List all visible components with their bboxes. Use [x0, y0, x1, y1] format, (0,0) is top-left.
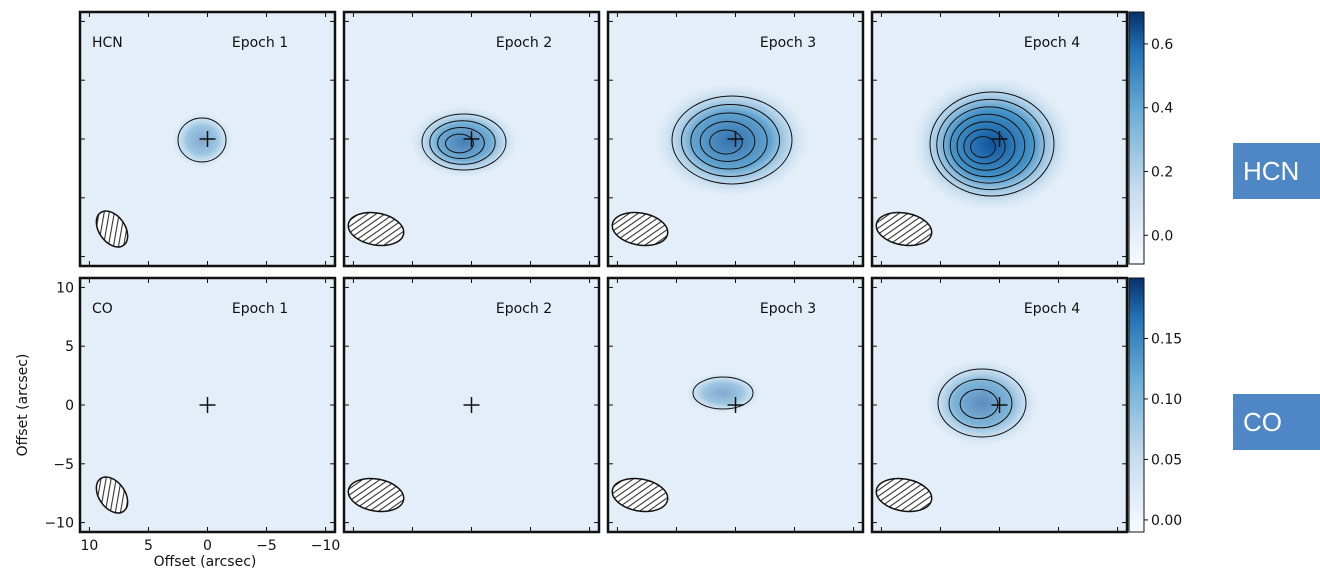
contour	[709, 129, 743, 155]
source-cross	[991, 131, 1008, 147]
x-axis-label: Offset (arcsec)	[154, 554, 257, 570]
beam	[611, 477, 669, 513]
panel-frame	[606, 276, 865, 534]
source-cross	[199, 131, 216, 147]
emission	[170, 111, 234, 169]
emission	[654, 82, 810, 198]
panel-frame	[78, 276, 337, 534]
contour	[680, 104, 781, 177]
figure: Offset (arcsec) Offset (arcsec) HCN Epoch…	[15, 10, 1182, 570]
contour	[177, 117, 227, 163]
colorbar-tick-label: 0.2	[1151, 164, 1173, 180]
contour	[429, 120, 496, 165]
y-tick-label: −10	[44, 516, 74, 532]
panel-frame	[342, 10, 601, 268]
x-tick-label: −10	[311, 538, 341, 554]
contour	[949, 113, 1026, 178]
x-tick-label: 5	[144, 538, 153, 554]
contour	[956, 121, 1016, 171]
contour	[929, 91, 1055, 197]
colorbar-tick-label: 0.0	[1151, 228, 1173, 244]
colorbar-tick-label: 0.00	[1151, 513, 1182, 529]
y-tick-label: 0	[65, 398, 74, 414]
beam	[95, 210, 129, 248]
y-tick-label: 10	[56, 280, 74, 296]
contour	[943, 106, 1035, 184]
beam	[875, 477, 933, 513]
molecule-label: HCN	[92, 35, 123, 51]
epoch-label: Epoch 1	[232, 35, 288, 51]
panel-frame	[870, 10, 1129, 268]
contour	[692, 376, 754, 410]
y-axis-label: Offset (arcsec)	[15, 354, 31, 457]
colorbar-tick-label: 0.10	[1151, 392, 1182, 408]
epoch-label: Epoch 2	[496, 301, 552, 317]
panel-frame	[870, 276, 1129, 534]
epoch-label: Epoch 4	[1024, 35, 1080, 51]
colorbar-tick-label: 0.4	[1151, 101, 1173, 117]
contour	[970, 136, 996, 158]
contour	[445, 133, 474, 154]
contour	[671, 95, 793, 185]
contour	[936, 98, 1045, 191]
source-cross	[727, 131, 744, 147]
panel-frame	[78, 10, 337, 268]
colorbar-tick-label: 0.05	[1151, 452, 1182, 468]
contour	[437, 126, 485, 160]
beam	[611, 211, 669, 247]
emission	[409, 105, 519, 179]
contour	[421, 113, 507, 171]
beam	[347, 211, 405, 247]
source-cross	[199, 397, 216, 413]
epoch-label: Epoch 3	[760, 35, 816, 51]
x-tick-label: −5	[256, 538, 277, 554]
panel-frame	[342, 276, 601, 534]
beam	[347, 477, 405, 513]
colorbar-tick-label: 0.6	[1151, 37, 1173, 53]
contour	[959, 388, 999, 420]
source-cross	[463, 131, 480, 147]
epoch-label: Epoch 2	[496, 35, 552, 51]
contour	[948, 378, 1013, 429]
contour	[690, 112, 768, 170]
colorbar	[1128, 11, 1145, 265]
source-cross	[463, 397, 480, 413]
epoch-label: Epoch 1	[232, 301, 288, 317]
emission	[911, 76, 1073, 212]
contour	[699, 121, 756, 162]
molecule-label: CO	[92, 301, 113, 317]
panel-frame	[606, 10, 865, 268]
emission	[684, 372, 762, 414]
x-tick-label: 10	[81, 538, 99, 554]
beam	[95, 476, 129, 514]
molecule-button[interactable]: CO	[1233, 394, 1320, 450]
contour	[963, 128, 1006, 165]
epoch-label: Epoch 3	[760, 301, 816, 317]
contour	[937, 368, 1027, 438]
colorbar-tick-label: 0.15	[1151, 331, 1182, 347]
beam	[875, 211, 933, 247]
source-cross	[991, 397, 1008, 413]
colorbar	[1128, 277, 1145, 533]
x-tick-label: 0	[203, 538, 212, 554]
molecule-button[interactable]: HCN	[1233, 143, 1320, 199]
emission	[924, 358, 1040, 448]
source-cross	[727, 397, 744, 413]
epoch-label: Epoch 4	[1024, 301, 1080, 317]
y-tick-label: −5	[53, 457, 74, 473]
y-tick-label: 5	[65, 339, 74, 355]
